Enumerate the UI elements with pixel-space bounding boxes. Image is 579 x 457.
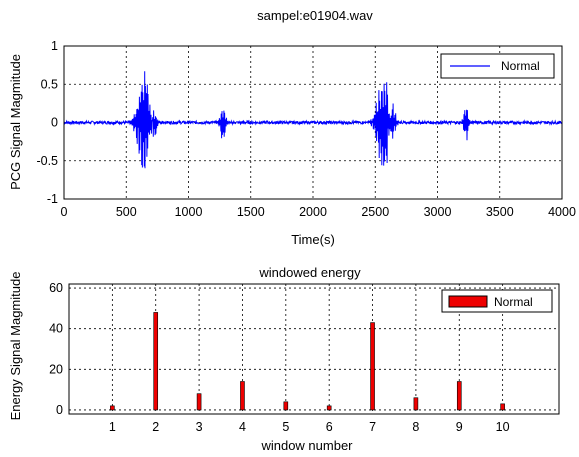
pcg-x-label: Time(s) bbox=[291, 232, 335, 247]
energy-bar bbox=[500, 403, 505, 411]
energy-x-tick-label: 2 bbox=[152, 420, 159, 434]
energy-legend-swatch bbox=[448, 295, 488, 308]
energy-y-tick-label: 40 bbox=[49, 322, 63, 336]
energy-legend-label: Normal bbox=[494, 295, 533, 309]
energy-y-tick-label: 20 bbox=[49, 362, 63, 376]
energy-x-tick-label: 4 bbox=[239, 420, 246, 434]
energy-bar bbox=[110, 405, 115, 411]
energy-bar bbox=[240, 381, 245, 411]
energy-bar bbox=[456, 381, 462, 411]
energy-bar bbox=[283, 401, 289, 411]
energy-x-tick-label: 6 bbox=[326, 420, 333, 434]
pcg-x-tick-label: 2500 bbox=[361, 205, 389, 219]
energy-bar bbox=[153, 312, 159, 411]
pcg-y-tick-label: 0 bbox=[51, 116, 58, 130]
pcg-legend: Normal bbox=[440, 53, 555, 79]
pcg-x-tick-label: 1500 bbox=[237, 205, 265, 219]
pcg-y-label: PCG Signal Magmitude bbox=[8, 54, 23, 190]
energy-x-tick-label: 10 bbox=[496, 420, 510, 434]
pcg-y-tick-label: -1 bbox=[47, 192, 58, 206]
pcg-y-tick-label: 1 bbox=[51, 39, 58, 53]
energy-y-tick-label: 0 bbox=[56, 403, 63, 417]
pcg-plot-title: sampel:e01904.wav bbox=[257, 8, 373, 23]
pcg-x-tick-label: 500 bbox=[116, 205, 137, 219]
pcg-y-tick-label: -0.5 bbox=[36, 154, 58, 168]
energy-grid bbox=[69, 284, 559, 414]
energy-plot: windowed energy 1 2 3 4 5 6 7 8 9 10 60 40 20 0 windo… bbox=[8, 265, 560, 453]
energy-y-label: Energy Signal Magmitude bbox=[8, 272, 23, 421]
energy-y-tick-label: 60 bbox=[49, 281, 63, 295]
energy-x-tick-label: 7 bbox=[369, 420, 376, 434]
pcg-ticks: 0 500 1000 1500 2000 2500 3000 3500 4000 1 0.5 0 -0.… bbox=[36, 39, 575, 219]
pcg-x-tick-label: 1000 bbox=[175, 205, 203, 219]
energy-x-tick-label: 9 bbox=[456, 420, 463, 434]
pcg-x-tick-label: 3000 bbox=[424, 205, 452, 219]
energy-bar bbox=[413, 397, 419, 411]
pcg-y-tick-label: 0.5 bbox=[41, 77, 58, 91]
energy-bar bbox=[326, 405, 332, 411]
energy-legend: Normal bbox=[441, 289, 553, 313]
energy-x-tick-label: 3 bbox=[196, 420, 203, 434]
energy-bar bbox=[370, 322, 375, 411]
pcg-plot: sampel:e01904.wav 0 500 1000 1500 2000 2500 30… bbox=[8, 8, 576, 247]
energy-ticks: 1 2 3 4 5 6 7 8 9 10 60 40 20 0 bbox=[49, 281, 510, 434]
pcg-x-tick-label: 0 bbox=[61, 205, 68, 219]
energy-x-label: window number bbox=[260, 438, 353, 453]
energy-bars bbox=[110, 312, 505, 411]
energy-plot-title: windowed energy bbox=[258, 265, 361, 280]
energy-axes-frame bbox=[68, 283, 560, 415]
energy-x-tick-label: 5 bbox=[282, 420, 289, 434]
energy-x-tick-label: 1 bbox=[109, 420, 116, 434]
pcg-x-tick-label: 3500 bbox=[486, 205, 514, 219]
pcg-x-tick-label: 2000 bbox=[299, 205, 327, 219]
pcg-x-tick-label: 4000 bbox=[548, 205, 576, 219]
energy-bar bbox=[196, 393, 202, 411]
energy-x-tick-label: 8 bbox=[412, 420, 419, 434]
pcg-legend-label: Normal bbox=[501, 59, 540, 73]
pcg-signal-line bbox=[63, 71, 563, 169]
pcg-axes-frame bbox=[63, 45, 563, 200]
